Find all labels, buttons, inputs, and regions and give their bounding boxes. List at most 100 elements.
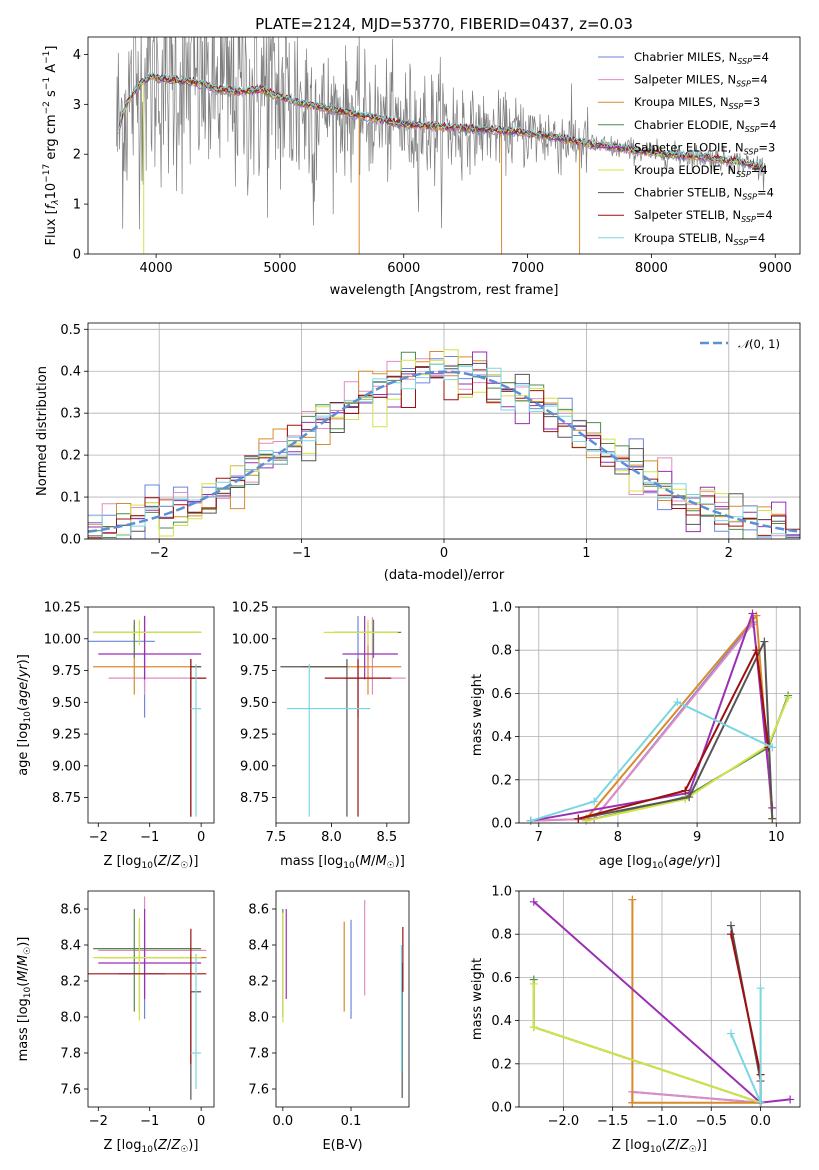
normal-reference-curve — [87, 370, 801, 533]
y-tick-label: 0.0 — [491, 817, 512, 832]
axes-frame — [87, 36, 801, 255]
legend-label: Salpeter MILES, NSSP=4 — [634, 73, 768, 89]
y-tick-label: 0.4 — [491, 1014, 512, 1029]
weight-point-marker — [673, 698, 682, 707]
axes-frame — [87, 890, 215, 1108]
y-tick-label: 0.1 — [60, 491, 81, 506]
x-tick-label: −2 — [89, 1114, 108, 1129]
weight-series-line — [530, 700, 773, 822]
x-tick-label: −2.0 — [548, 1114, 580, 1129]
weight-point-marker — [784, 693, 793, 702]
weight-point-marker — [574, 814, 583, 823]
weight-series-line — [730, 933, 762, 1103]
weight-series-line — [631, 899, 761, 1104]
x-tick-label: −1.0 — [646, 1114, 678, 1129]
spectrum-xlabel: wavelength [Angstrom, rest frame] — [330, 283, 559, 298]
y-tick-label: 7.8 — [248, 1047, 269, 1062]
x-tick-label: 7 — [535, 830, 543, 845]
x-tick-label: 8.0 — [321, 830, 342, 845]
x-tick-label: −2 — [150, 546, 169, 561]
x-tick-label: 1 — [582, 546, 590, 561]
residuals-ylabel: Normed distribution — [35, 366, 50, 496]
model-spectrum-line — [118, 71, 763, 169]
y-tick-label: 9.75 — [240, 664, 269, 679]
y-tick-label: 8.6 — [248, 903, 269, 918]
x-tick-label: 0.1 — [341, 1114, 362, 1129]
residual-histogram — [88, 366, 800, 539]
y-tick-label: 10.25 — [232, 601, 269, 616]
y-tick-label: 4 — [73, 48, 81, 63]
x-tick-label: 0.0 — [750, 1114, 771, 1129]
x-tick-label: 0 — [197, 1114, 205, 1129]
x-tick-label: −1 — [140, 1114, 159, 1129]
legend-label: Salpeter STELIB, NSSP=4 — [634, 208, 773, 224]
y-tick-label: 9.00 — [240, 759, 269, 774]
x-tick-label: 4000 — [140, 261, 173, 276]
residuals-panel: −2 −1 0 1 2 0.0 0.1 0.2 0.3 0.4 0.5 𝒩(0, 1) (data-mo… — [35, 322, 801, 583]
y-tick-label: 8.4 — [248, 939, 269, 954]
x-tick-label: 0 — [197, 830, 205, 845]
x-tick-label: 7.5 — [266, 830, 287, 845]
weight-series-line — [578, 641, 774, 820]
weight-series-line — [532, 979, 761, 1104]
y-tick-label: 9.00 — [52, 759, 81, 774]
mass_vs_EBV-xlabel: E(B-V) — [322, 1138, 362, 1153]
y-tick-label: 8.2 — [60, 975, 81, 990]
x-tick-label: −1 — [292, 546, 311, 561]
weight-series-line — [578, 646, 770, 820]
legend-label: Chabrier STELIB, NSSP=4 — [634, 186, 774, 202]
legend-label: Kroupa MILES, NSSP=3 — [634, 95, 760, 111]
y-tick-label: 9.25 — [52, 728, 81, 743]
y-tick-label: 8.2 — [248, 975, 269, 990]
y-tick-label: 9.50 — [240, 696, 269, 711]
weight-point-marker — [786, 1095, 795, 1104]
weight-point-marker — [756, 1098, 765, 1107]
weight-point-marker — [529, 979, 538, 988]
y-tick-label: 8.6 — [60, 903, 81, 918]
weight-series-line — [585, 613, 774, 820]
weight-point-marker — [726, 1029, 735, 1038]
x-tick-label: 8 — [614, 830, 622, 845]
weight-point-marker — [756, 984, 765, 993]
y-tick-label: 8.4 — [60, 939, 81, 954]
y-tick-label: 0.3 — [60, 407, 81, 422]
model-spectrum-line — [118, 71, 763, 168]
spectrum-panel: 4000 5000 6000 7000 8000 9000 0 1 2 3 4 wavelength … — [42, 36, 801, 298]
weight-point-marker — [726, 921, 735, 930]
age_vs_mass-xlabel: mass [log10(M/M☉)] — [280, 854, 405, 871]
x-tick-label: 10 — [768, 830, 785, 845]
weight-series-line — [586, 695, 790, 822]
x-tick-label: 0 — [440, 546, 448, 561]
y-tick-label: 1.0 — [491, 885, 512, 900]
age_vs_Z-panel: −2 −1 0 8.75 9.00 9.25 9.50 9.75 10.00 10.25 Z [lo… — [16, 601, 215, 871]
weight_vs_Z-ylabel: mass weight — [470, 958, 485, 1040]
x-tick-label: 0.0 — [272, 1114, 293, 1129]
weight-point-marker — [768, 743, 777, 752]
y-tick-label: 3 — [73, 98, 81, 113]
x-tick-label: −2 — [89, 830, 108, 845]
y-tick-label: 10.25 — [44, 601, 81, 616]
weight-point-marker — [526, 816, 535, 825]
y-tick-label: 0.0 — [491, 1101, 512, 1116]
mass_vs_Z-panel: −2 −1 0 7.6 7.8 8.0 8.2 8.4 8.6 Z [log10(Z/Z☉)] ma… — [16, 890, 215, 1155]
y-tick-label: 0.2 — [60, 449, 81, 464]
weight_vs_age-panel: 7 8 9 10 0.0 0.2 0.4 0.6 0.8 1.0 age [log10(age/yr… — [470, 601, 801, 871]
y-tick-label: 0.8 — [491, 928, 512, 943]
y-tick-label: 0.2 — [491, 1057, 512, 1072]
weight-point-marker — [760, 637, 769, 646]
axes-frame — [518, 606, 801, 824]
weight-point-marker — [681, 786, 690, 795]
legend-label: Kroupa ELODIE, NSSP=4 — [634, 163, 768, 179]
weight-series-line — [530, 613, 774, 822]
weight-point-marker — [628, 895, 637, 904]
y-tick-label: 8.75 — [52, 791, 81, 806]
weight-point-marker — [590, 797, 599, 806]
spectrum-legend: Chabrier MILES, NSSP=4 Salpeter MILES, NS… — [598, 50, 776, 247]
x-tick-label: −1 — [140, 830, 159, 845]
weight-point-marker — [768, 814, 777, 823]
x-tick-label: 8.5 — [376, 830, 397, 845]
mass_vs_EBV-panel: 0.0 0.1 7.6 7.8 8.0 8.2 8.4 8.6 E(B-V) — [248, 890, 410, 1153]
legend-label: Kroupa STELIB, NSSP=4 — [634, 231, 765, 247]
x-tick-label: 7000 — [511, 261, 544, 276]
weight_vs_Z-panel: −2.0 −1.5 −1.0 −0.5 0.0 0.0 0.2 0.4 0.6 0.8 1.0 Z [… — [470, 885, 801, 1155]
